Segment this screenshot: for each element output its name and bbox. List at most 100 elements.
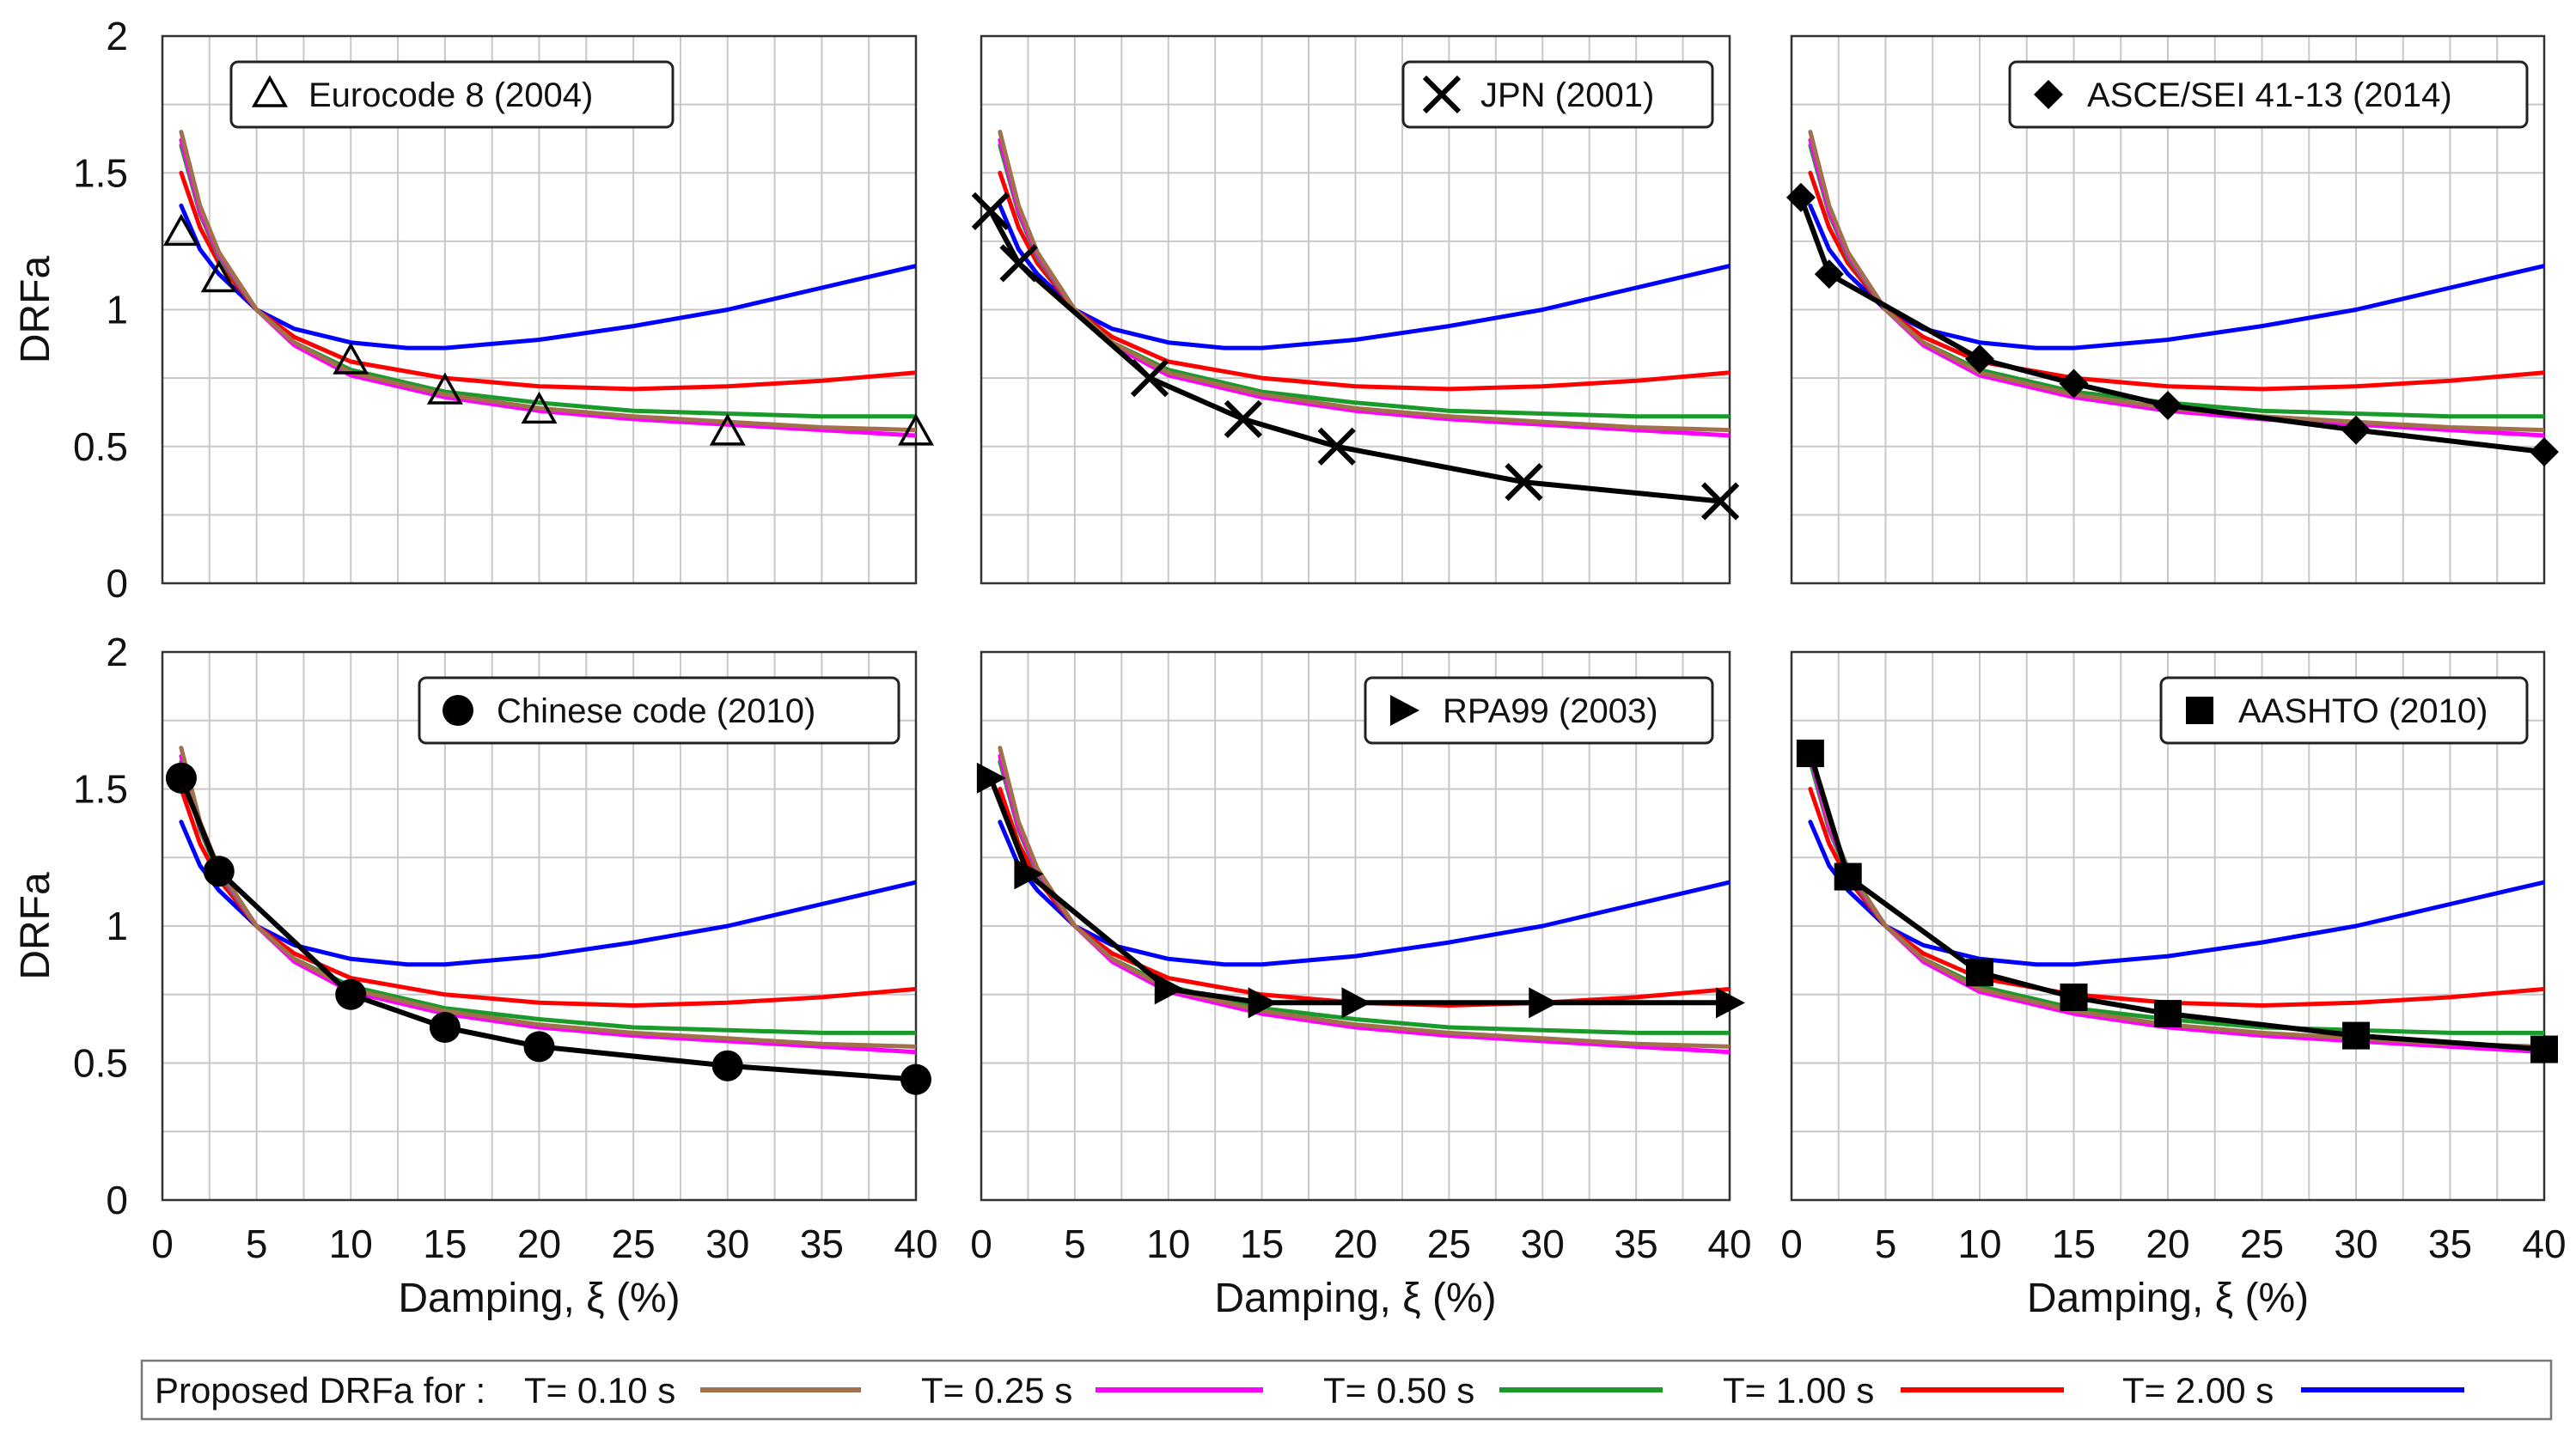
code-point-marker	[429, 1012, 461, 1044]
code-point-marker	[1796, 740, 1824, 768]
legend-marker	[1422, 75, 1462, 114]
panel-legend: ASCE/SEI 41-13 (2014)	[2008, 60, 2529, 129]
x-tick-label: 30	[1521, 1222, 1565, 1266]
x-tick-label: 10	[1957, 1222, 2001, 1266]
code-point-marker	[2060, 983, 2088, 1011]
series-line-t-0-25-s	[179, 753, 916, 1055]
code-point-marker	[165, 762, 197, 794]
series-line-t-0-50-s	[179, 759, 916, 1035]
legend-box	[1401, 60, 1714, 129]
code-point-marker	[162, 213, 199, 247]
plot-area	[179, 130, 916, 438]
x-tick-label: 30	[2334, 1222, 2378, 1266]
bottom-legend-box	[140, 1359, 2553, 1421]
legend-label: JPN (2001)	[1480, 76, 1654, 114]
x-axis-label: Damping, ξ (%)	[2027, 1276, 2309, 1321]
panel-legend: Eurocode 8 (2004)	[229, 60, 675, 129]
x-tick-label: 5	[1064, 1222, 1086, 1266]
x-tick-label: 40	[894, 1222, 937, 1266]
code-point-marker	[335, 978, 367, 1010]
y-tick-label: 0	[106, 561, 128, 606]
code-point-marker	[1317, 427, 1356, 466]
x-tick-label: 20	[517, 1222, 561, 1266]
panel-legend: Chinese code (2010)	[418, 676, 900, 745]
series-line-t-2-00-s	[1808, 204, 2544, 350]
panel-bottom-right: 0 5 10 15 20 25 30 35 40 Damping, ξ (%) AASHTO (20…	[1780, 650, 2567, 1321]
legend-prefix: Proposed DRFa for :	[155, 1370, 485, 1410]
code-point-marker	[1014, 858, 1044, 890]
code-point-marker	[898, 413, 934, 446]
x-tick-label: 25	[1427, 1222, 1471, 1266]
plot-frame	[161, 34, 918, 585]
y-tick-label: 1	[106, 904, 128, 948]
code-curve	[988, 777, 1730, 1006]
x-tick-label: 5	[1875, 1222, 1897, 1266]
x-tick-label: 10	[1146, 1222, 1190, 1266]
x-tick-label: 15	[2052, 1222, 2096, 1266]
series-line-t-0-50-s	[998, 759, 1730, 1035]
y-tick-label: 0.5	[73, 424, 128, 469]
x-tick-label: 0	[1780, 1222, 1803, 1266]
series-line-t-1-00-s	[179, 787, 916, 1008]
series-line-t-2-00-s	[1808, 819, 2544, 967]
code-point-marker	[999, 244, 1038, 283]
series-line-t-0-25-s	[998, 137, 1730, 438]
panel-top-middle: JPN (2001)	[971, 34, 1740, 585]
plot-area	[988, 746, 1730, 1055]
code-point-marker	[976, 762, 1006, 794]
legend-marker	[2186, 697, 2213, 724]
code-point-marker	[2153, 390, 2182, 420]
y-axis-label: DRFa	[13, 256, 58, 364]
legend-label: Chinese code (2010)	[497, 692, 815, 730]
code-point-marker	[1248, 987, 1278, 1019]
series-line-t-1-00-s	[998, 170, 1730, 392]
series-line-t-0-25-s	[1808, 137, 2544, 438]
y-tick-label: 1.5	[73, 767, 128, 812]
plot-frame	[980, 34, 1731, 585]
legend-marker	[1390, 695, 1419, 726]
legend-box	[2159, 676, 2529, 745]
code-point-marker	[1716, 987, 1745, 1019]
y-tick-label: 0.5	[73, 1041, 128, 1086]
code-point-marker	[1814, 259, 1844, 289]
legend-item-label: T= 2.00 s	[2122, 1370, 2274, 1410]
series-line-t-0-50-s	[179, 143, 916, 419]
series-line-t-0-25-s	[179, 137, 916, 438]
code-point-marker	[2342, 1021, 2370, 1050]
code-point-marker	[333, 342, 369, 375]
series-line-t-2-00-s	[179, 204, 916, 350]
legend-item-label: T= 0.50 s	[1323, 1370, 1474, 1410]
series-line-t-0-10-s	[998, 746, 1730, 1049]
code-point-marker	[1700, 482, 1740, 521]
x-tick-label: 15	[423, 1222, 467, 1266]
panel-bottom-left: 0 0.5 1 1.5 2 DRFa 0 5 10 15 20 25 30 35 40 Damping, ξ …	[13, 630, 938, 1321]
legend-box	[418, 676, 900, 745]
code-point-marker	[523, 1031, 555, 1063]
series-line-t-1-00-s	[179, 170, 916, 392]
y-tick-label: 1	[106, 288, 128, 332]
chart-panels: 0 0.5 1 1.5 2 DRFa Eurocode 8 (2004) JPN (2001)…	[13, 14, 2567, 1321]
code-point-marker	[1130, 359, 1169, 398]
legend-label: ASCE/SEI 41-13 (2014)	[2087, 76, 2452, 114]
code-point-marker	[1224, 399, 1262, 439]
series-line-t-0-50-s	[1808, 143, 2544, 419]
x-tick-label: 40	[2522, 1222, 2566, 1266]
series-line-t-0-25-s	[998, 753, 1730, 1055]
series-line-t-2-00-s	[179, 819, 916, 967]
x-tick-label: 35	[2428, 1222, 2472, 1266]
code-point-marker	[2059, 369, 2089, 399]
series-line-t-1-00-s	[1808, 170, 2544, 392]
x-tick-label: 30	[705, 1222, 749, 1266]
series-line-t-1-00-s	[1808, 787, 2544, 1008]
x-axis-label: Damping, ξ (%)	[1214, 1276, 1496, 1321]
x-tick-label: 25	[2240, 1222, 2284, 1266]
legend-marker	[252, 75, 288, 107]
series-line-t-2-00-s	[998, 819, 1730, 967]
legend-marker	[2034, 80, 2063, 109]
code-point-marker	[711, 1050, 743, 1081]
code-point-marker	[1834, 862, 1862, 891]
x-tick-label: 15	[1240, 1222, 1284, 1266]
proposed-drfa-legend: Proposed DRFa for : T= 0.10 s T= 0.25 s T=…	[140, 1359, 2553, 1421]
legend-box	[1364, 676, 1714, 745]
code-point-marker	[709, 413, 746, 446]
